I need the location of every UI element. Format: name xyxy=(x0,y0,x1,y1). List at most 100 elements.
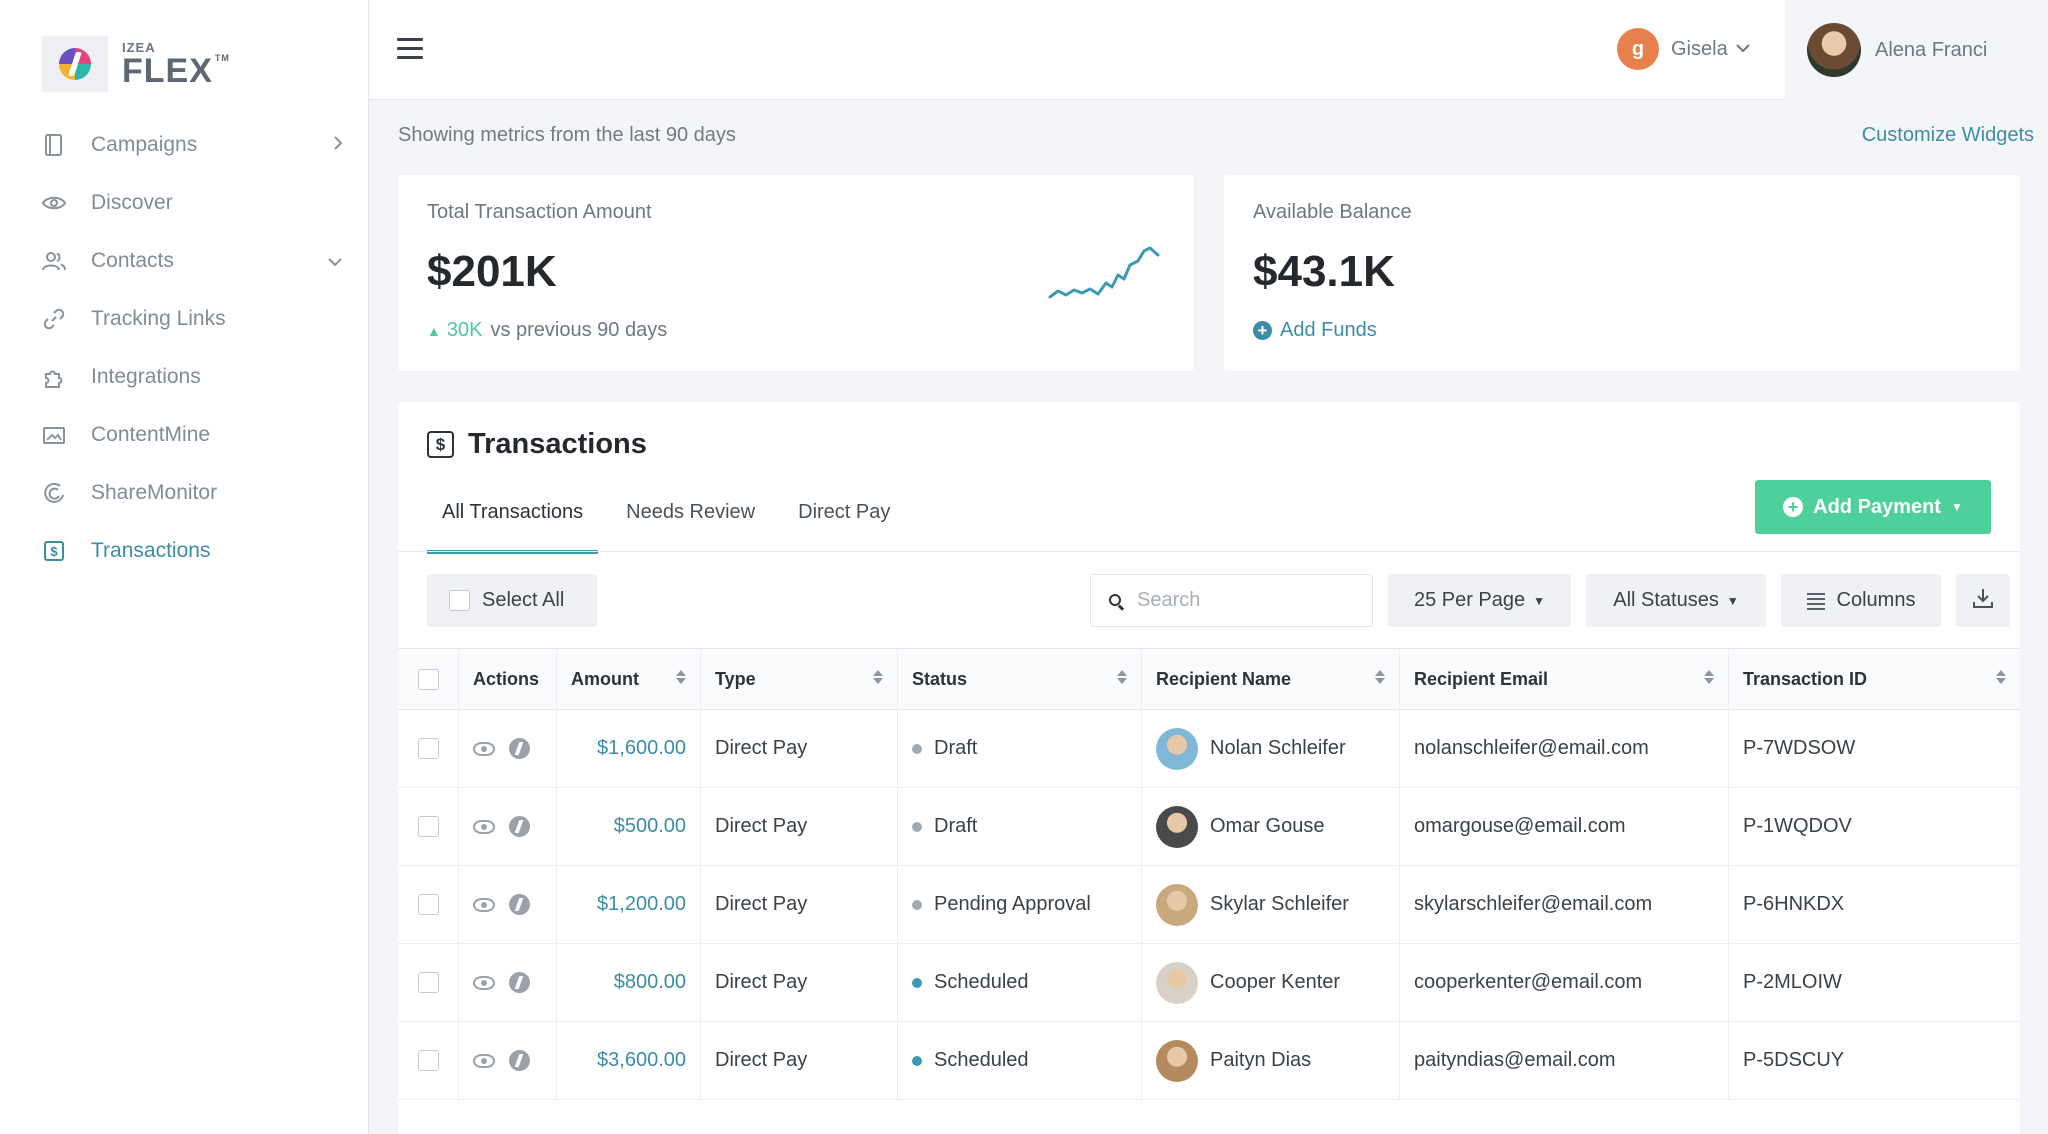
header-checkbox[interactable] xyxy=(417,669,439,690)
transactions-panel: $ Transactions All Transactions Needs Re… xyxy=(398,402,2020,1134)
sort-icon xyxy=(1996,670,2006,684)
bolt-icon[interactable] xyxy=(509,1050,530,1071)
bolt-icon[interactable] xyxy=(509,972,530,993)
logo-icon xyxy=(59,48,91,80)
add-funds-link[interactable]: + Add Funds xyxy=(1253,319,1377,342)
card-value: $43.1K xyxy=(1253,247,1395,296)
row-checkbox[interactable] xyxy=(417,816,439,837)
amount-cell[interactable]: $800.00 xyxy=(557,944,701,1021)
add-funds-label: Add Funds xyxy=(1280,319,1377,341)
row-checkbox-cell xyxy=(398,1022,459,1099)
dollar-icon: $ xyxy=(427,431,454,458)
view-eye-icon[interactable] xyxy=(473,819,495,834)
status-cell: Scheduled xyxy=(898,944,1142,1021)
caret-down-icon: ▼ xyxy=(1726,593,1739,608)
column-header-amount[interactable]: Amount xyxy=(557,649,701,710)
tab-needs-review[interactable]: Needs Review xyxy=(626,500,756,523)
plus-circle-icon: + xyxy=(1253,321,1272,340)
column-header-actions: Actions xyxy=(459,649,557,710)
caret-down-icon: ▼ xyxy=(1950,500,1963,514)
view-eye-icon[interactable] xyxy=(473,897,495,912)
sort-icon xyxy=(873,670,883,684)
status-dot xyxy=(912,743,922,754)
type-cell: Direct Pay xyxy=(701,710,898,787)
add-payment-button[interactable]: + Add Payment ▼ xyxy=(1755,480,1991,534)
recipient-name: Nolan Schleifer xyxy=(1210,737,1346,759)
account-name: Gisela xyxy=(1671,37,1728,60)
row-checkbox[interactable] xyxy=(417,1050,439,1071)
status-label: Scheduled xyxy=(934,1049,1029,1071)
status-filter-dropdown[interactable]: All Statuses ▼ xyxy=(1586,574,1766,627)
bolt-icon[interactable] xyxy=(509,816,530,837)
chevron-down-icon xyxy=(327,251,343,272)
sort-icon xyxy=(1704,670,1714,684)
sidebar-item-campaigns[interactable]: Campaigns xyxy=(0,116,369,174)
chevron-right-icon xyxy=(333,135,343,156)
tab-direct-pay[interactable]: Direct Pay xyxy=(798,500,891,523)
row-actions xyxy=(459,788,557,865)
download-button[interactable] xyxy=(1956,574,2010,627)
status-label: Draft xyxy=(934,815,978,837)
amount-cell[interactable]: $1,200.00 xyxy=(557,866,701,943)
status-label: Pending Approval xyxy=(934,893,1091,915)
amount-cell[interactable]: $3,600.00 xyxy=(557,1022,701,1099)
recipient-name-cell: Omar Gouse xyxy=(1142,788,1400,865)
search-box xyxy=(1090,574,1373,627)
column-header-status[interactable]: Status xyxy=(898,649,1142,710)
user-menu[interactable]: Alena Franci xyxy=(1785,0,2048,100)
hamburger-menu-icon[interactable] xyxy=(397,38,423,60)
search-input[interactable] xyxy=(1137,589,1357,612)
sidebar-item-sharemonitor[interactable]: ShareMonitor xyxy=(0,464,369,522)
column-header-transaction-id[interactable]: Transaction ID xyxy=(1729,649,2020,710)
per-page-dropdown[interactable]: 25 Per Page ▼ xyxy=(1388,574,1571,627)
bolt-icon[interactable] xyxy=(509,894,530,915)
column-header-recipient-email[interactable]: Recipient Email xyxy=(1400,649,1729,710)
table-row[interactable]: $1,200.00 Direct Pay Pending Approval Sk… xyxy=(398,866,2020,944)
izea-flex-logo[interactable]: IZEA FLEX TM xyxy=(42,36,230,92)
view-eye-icon[interactable] xyxy=(473,1053,495,1068)
sidebar-item-contentmine[interactable]: ContentMine xyxy=(0,406,369,464)
logo-flex-text: FLEX xyxy=(122,51,213,90)
account-switcher[interactable]: g Gisela xyxy=(1617,28,1750,70)
recipient-avatar xyxy=(1156,961,1198,1004)
recipient-avatar xyxy=(1156,883,1198,926)
table-row[interactable]: $500.00 Direct Pay Draft Omar Gouse omar… xyxy=(398,788,2020,866)
card-label: Total Transaction Amount xyxy=(427,201,652,223)
row-actions xyxy=(459,710,557,787)
sidebar-item-transactions[interactable]: $ Transactions xyxy=(0,522,369,580)
columns-button[interactable]: Columns xyxy=(1781,574,1941,627)
puzzle-icon xyxy=(42,365,66,389)
select-all-button[interactable]: Select All xyxy=(427,574,597,627)
sidebar-item-tracking-links[interactable]: Tracking Links xyxy=(0,290,369,348)
recipient-avatar xyxy=(1156,805,1198,848)
select-all-checkbox[interactable] xyxy=(449,590,470,611)
view-eye-icon[interactable] xyxy=(473,975,495,990)
amount-cell[interactable]: $500.00 xyxy=(557,788,701,865)
bolt-icon[interactable] xyxy=(509,738,530,759)
recipient-name-cell: Skylar Schleifer xyxy=(1142,866,1400,943)
sidebar-item-contacts[interactable]: Contacts xyxy=(0,232,369,290)
view-eye-icon[interactable] xyxy=(473,741,495,756)
row-checkbox[interactable] xyxy=(417,972,439,993)
amount-cell[interactable]: $1,600.00 xyxy=(557,710,701,787)
row-checkbox[interactable] xyxy=(417,894,439,915)
status-dot xyxy=(912,1055,922,1066)
column-header-recipient-name[interactable]: Recipient Name xyxy=(1142,649,1400,710)
status-dot xyxy=(912,899,922,910)
table-row[interactable]: $800.00 Direct Pay Scheduled Cooper Kent… xyxy=(398,944,2020,1022)
row-checkbox[interactable] xyxy=(417,738,439,759)
table-row[interactable]: $3,600.00 Direct Pay Scheduled Paityn Di… xyxy=(398,1022,2020,1100)
sidebar-item-integrations[interactable]: Integrations xyxy=(0,348,369,406)
row-actions xyxy=(459,1022,557,1099)
sidebar-item-discover[interactable]: Discover xyxy=(0,174,369,232)
table-row[interactable]: $1,600.00 Direct Pay Draft Nolan Schleif… xyxy=(398,710,2020,788)
svg-text:$: $ xyxy=(50,544,58,559)
select-all-label: Select All xyxy=(482,589,565,611)
table-header: Actions Amount Type Status Recipient Nam… xyxy=(398,648,2020,710)
recipient-name: Skylar Schleifer xyxy=(1210,893,1349,915)
column-header-type[interactable]: Type xyxy=(701,649,898,710)
transaction-tabs: All Transactions Needs Review Direct Pay xyxy=(427,474,918,554)
tab-all-transactions[interactable]: All Transactions xyxy=(427,474,599,554)
search-icon xyxy=(1109,593,1123,608)
customize-widgets-link[interactable]: Customize Widgets xyxy=(1861,124,2034,146)
